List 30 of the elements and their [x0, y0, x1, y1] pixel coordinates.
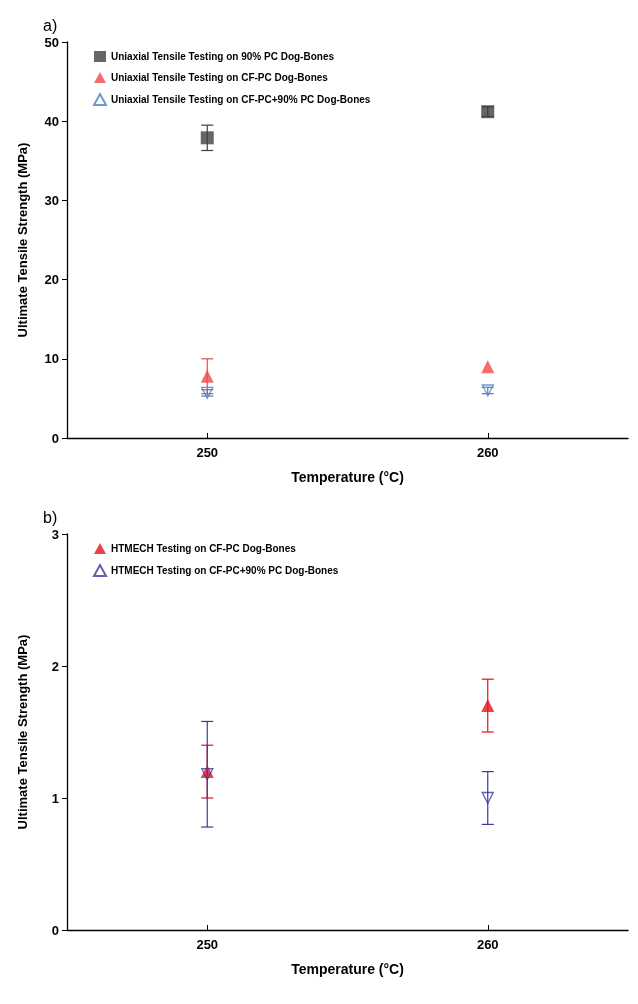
legend-label: Uniaxial Tensile Testing on CF-PC+90% PC Dog-Bones	[111, 94, 371, 105]
x-tick-label: 260	[476, 445, 499, 460]
chart-title: b)	[43, 508, 58, 526]
x-axis-title: Temperature (°C)	[291, 469, 404, 485]
point	[481, 360, 495, 374]
x-tick-label: 250	[196, 937, 219, 952]
point	[200, 369, 214, 383]
point	[481, 699, 495, 713]
chart-title: a)	[43, 16, 58, 34]
y-tick-label: 10	[44, 351, 59, 367]
y-tick-label: 20	[44, 272, 59, 288]
legend-label: Uniaxial Tensile Testing on 90% PC Dog-Bones	[111, 51, 335, 62]
y-tick-label: 0	[51, 922, 59, 938]
point	[481, 791, 494, 805]
y-tick-label: 3	[51, 526, 59, 542]
y-tick-label: 40	[44, 113, 59, 129]
y-axis-title: Ultimate Tensile Strength (MPa)	[15, 634, 30, 830]
y-axis-title: Ultimate Tensile Strength (MPa)	[15, 142, 30, 338]
y-tick-label: 1	[51, 790, 59, 806]
y-tick-label: 2	[51, 658, 59, 674]
point	[200, 131, 214, 145]
x-tick-label: 260	[476, 937, 499, 952]
y-tick-label: 0	[51, 430, 59, 446]
legend-label: HTMECH Testing on CF-PC+90% PC Dog-Bones	[111, 565, 339, 576]
legend-label: Uniaxial Tensile Testing on CF-PC Dog-Bones	[111, 72, 329, 83]
legend-label: HTMECH Testing on CF-PC Dog-Bones	[111, 543, 297, 554]
x-axis-title: Temperature (°C)	[291, 961, 404, 977]
x-tick-label: 250	[196, 445, 219, 460]
y-tick-label: 30	[44, 192, 59, 208]
y-tick-label: 50	[44, 34, 59, 50]
